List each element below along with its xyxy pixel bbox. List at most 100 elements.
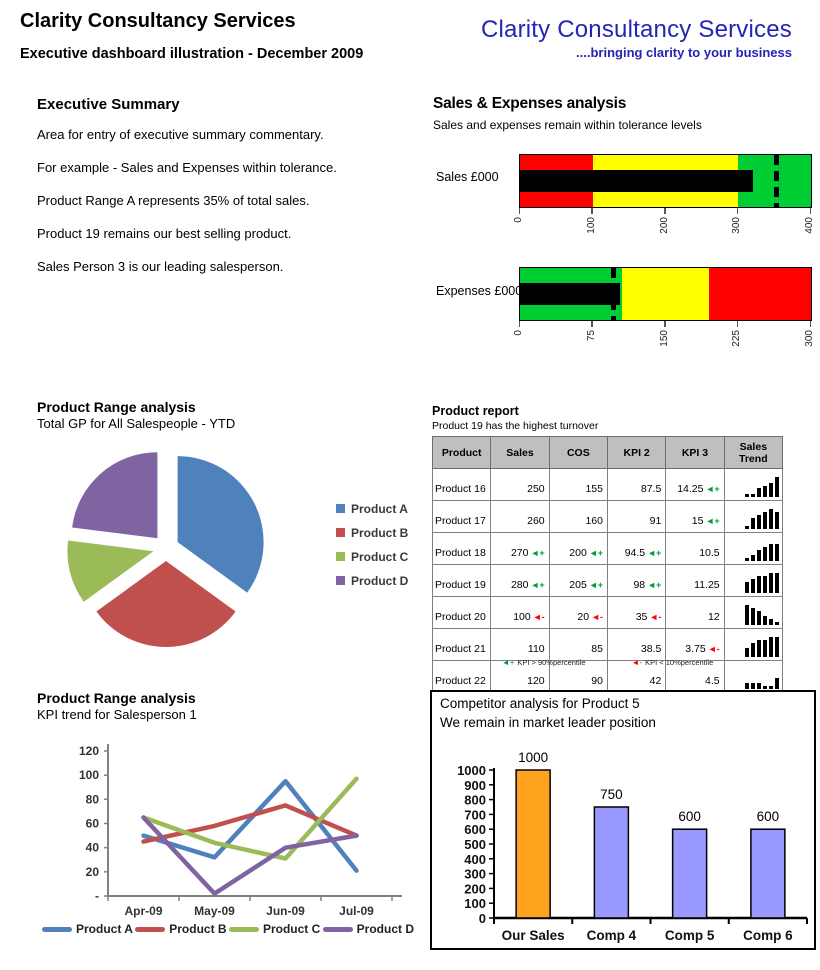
value-cell: 14.25 ◄+ (665, 468, 725, 501)
axis-tick-label: 300 (731, 217, 743, 234)
footnote-good-text: KPI > 90%percentile (517, 658, 586, 667)
axis-tick (809, 208, 811, 214)
sales-trend-cell (723, 660, 784, 693)
report-footnote: ◄+ KPI > 90%percentile ◄- KPI < 10%percent… (432, 658, 783, 667)
axis-tick (591, 208, 593, 214)
legend-item: Product C (228, 922, 321, 936)
executive-summary-heading: Executive Summary (37, 96, 180, 113)
legend-label: Product D (351, 573, 409, 588)
axis-tick-label: 200 (658, 217, 670, 234)
axis-tick-label: 75 (585, 330, 597, 342)
kpi-up-flag-icon: ◄+ (647, 548, 662, 558)
value-cell: 280 ◄+ (490, 564, 550, 597)
sales-trend-cell (723, 596, 784, 629)
svg-text:600: 600 (757, 809, 780, 824)
kpi-up-flag-icon: ◄+ (501, 658, 515, 667)
sales-trend-cell (723, 564, 784, 597)
legend-label: Product A (351, 501, 408, 516)
pie-slice-product-d (72, 452, 158, 539)
svg-text:May-09: May-09 (194, 904, 235, 918)
svg-text:Jun-09: Jun-09 (266, 904, 305, 918)
expenses-bullet-chart (519, 267, 812, 321)
bullet-target-line (774, 155, 780, 207)
legend-label: Product A (76, 922, 133, 936)
sales-trend-cell (723, 628, 784, 661)
axis-tick-label: 0 (513, 217, 524, 223)
value-cell: 38.5 (606, 628, 667, 661)
axis-tick-label: 0 (513, 330, 524, 336)
bar-comp-6 (750, 828, 786, 919)
value-cell: 10.5 (665, 532, 725, 565)
value-cell: 91 (606, 500, 667, 533)
value-cell: 100 ◄- (490, 596, 550, 629)
value-cell: 3.75 ◄- (665, 628, 725, 661)
svg-text:40: 40 (86, 841, 100, 855)
axis-tick (736, 208, 739, 214)
value-cell: 42 (606, 660, 667, 693)
product-name-cell: Product 19 (431, 564, 492, 597)
bar-our-sales (515, 769, 551, 919)
footnote-good: ◄+ KPI > 90%percentile (502, 658, 586, 667)
sparkline (728, 509, 779, 529)
kpi-trend-line-chart: - 20 40 60 80 100 120 Apr-09 May-09 Jun-09 Jul-09 (79, 744, 402, 918)
axis-tick (518, 208, 520, 214)
sparkline (728, 605, 779, 625)
legend-item: Product B (135, 922, 227, 936)
legend-label: Product D (356, 922, 414, 936)
svg-text:0: 0 (479, 911, 486, 926)
value-cell: 94.5 ◄+ (606, 532, 667, 565)
axis-tick (736, 321, 739, 327)
svg-text:120: 120 (79, 744, 99, 758)
svg-text:1000: 1000 (518, 750, 548, 765)
axis-tick-label: 225 (731, 330, 743, 347)
table-row: Product 22 120 90 42 4.5 (431, 660, 784, 693)
kpi-up-flag-icon: ◄+ (588, 548, 603, 558)
summary-line: Product 19 remains our best selling prod… (37, 226, 292, 241)
legend-swatch (322, 926, 353, 932)
value-cell: 15 ◄+ (665, 500, 725, 533)
table-row: Product 21 110 85 38.5 3.75 ◄- (431, 628, 784, 661)
svg-text:900: 900 (464, 778, 486, 793)
legend-swatch (336, 576, 345, 585)
axis-tick-label: 100 (585, 217, 597, 234)
legend-label: Product C (262, 922, 321, 936)
sales-bullet-chart (519, 154, 812, 208)
axis-tick (518, 321, 520, 327)
value-cell: 85 (548, 628, 608, 661)
svg-text:Comp 6: Comp 6 (743, 928, 793, 943)
svg-text:750: 750 (600, 787, 623, 802)
kpi-down-flag-icon: ◄- (649, 612, 662, 622)
summary-line: Area for entry of executive summary comm… (37, 127, 324, 142)
product-name-cell: Product 17 (431, 500, 492, 533)
legend-swatch (336, 552, 345, 561)
legend-swatch (336, 528, 345, 537)
value-cell: 4.5 (665, 660, 725, 693)
value-cell: 87.5 (606, 468, 667, 501)
bar-comp-4 (593, 806, 630, 919)
kpi-up-flag-icon: ◄+ (530, 580, 545, 590)
svg-text:100: 100 (464, 896, 486, 911)
legend-swatch (336, 504, 345, 513)
value-cell: 260 (490, 500, 550, 533)
axis-tick-label: 400 (804, 217, 815, 234)
axis-tick-label: 300 (804, 330, 815, 347)
legend-swatch (42, 926, 72, 932)
axis-tick (664, 208, 666, 214)
sales-expenses-heading: Sales & Expenses analysis (433, 95, 627, 112)
legend-item: Product A (336, 501, 408, 516)
expenses-bullet-axis: 0 75 150 225 300 (513, 321, 815, 363)
svg-text:500: 500 (464, 837, 486, 852)
svg-text:800: 800 (464, 793, 486, 808)
legend-swatch (135, 926, 166, 932)
sparkline (728, 477, 779, 497)
value-cell: 90 (548, 660, 608, 693)
competitor-chart-title: Competitor analysis for Product 5 (440, 696, 640, 711)
value-cell: 110 (490, 628, 550, 661)
line-series-product-b (141, 803, 359, 844)
column-header: Product (431, 436, 492, 469)
line-chart-heading: Product Range analysis (37, 690, 196, 706)
axis-tick (809, 321, 811, 327)
kpi-up-flag-icon: ◄+ (588, 580, 603, 590)
svg-text:Comp 4: Comp 4 (587, 928, 637, 943)
sparkline (728, 637, 779, 657)
